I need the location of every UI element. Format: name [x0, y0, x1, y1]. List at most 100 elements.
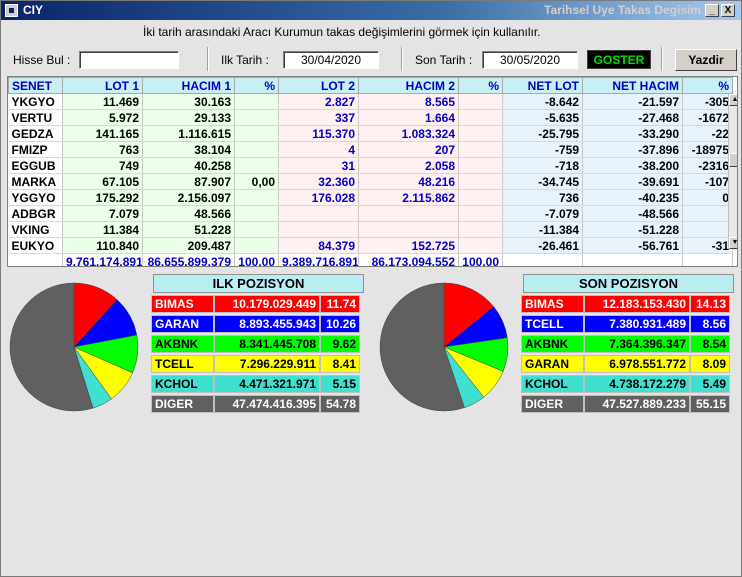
- takas-grid[interactable]: SENET LOT 1 HACIM 1% LOT 2 HACIM 2% NET LOT NE…: [7, 76, 738, 267]
- scroll-up-arrow-icon[interactable]: ▲: [729, 94, 737, 106]
- table-row[interactable]: EUKYO 110.840 209.487 84.379 152.725 -26.461-…: [8, 237, 733, 254]
- position-pct: 8.54: [690, 335, 730, 353]
- table-row[interactable]: FMIZP 763 38.104 4 207 -759 -37.896 -18975: [8, 141, 733, 158]
- table-row[interactable]: ADBGR 7.079 48.566 -7.079 -48.566: [8, 205, 733, 222]
- table-cell: VERTU: [8, 109, 63, 126]
- table-cell: 5.972: [62, 109, 143, 126]
- table-cell: -56.761: [582, 237, 683, 254]
- table-cell: [278, 221, 359, 238]
- table-cell: 1.664: [358, 109, 459, 126]
- position-value: 8.341.445.708: [214, 335, 320, 353]
- total-cell: 9.761.174.891: [62, 253, 143, 266]
- position-value: 6.978.551.772: [584, 355, 690, 373]
- toolbar-separator: [661, 47, 663, 71]
- table-cell: 0,00: [234, 173, 279, 190]
- column-header[interactable]: SENET: [8, 77, 63, 94]
- table-cell: -39.691: [582, 173, 683, 190]
- column-header[interactable]: LOT 2: [278, 77, 359, 94]
- position-row: GARAN 8.893.455.943 10.26: [151, 315, 360, 333]
- hisse-search-input[interactable]: [79, 51, 179, 69]
- table-cell: -48.566: [582, 205, 683, 222]
- position-pct: 8.56: [690, 315, 730, 333]
- table-row[interactable]: MARKA 67.105 87.907 0,00 32.360 48.216 -34.745…: [8, 173, 733, 190]
- total-cell: [8, 253, 63, 266]
- table-cell: [234, 221, 279, 238]
- table-cell: FMIZP: [8, 141, 63, 158]
- total-cell: [682, 253, 733, 266]
- position-name: TCELL: [521, 315, 584, 333]
- position-value: 7.296.229.911: [214, 355, 320, 373]
- son-tarih-input[interactable]: 30/05/2020: [482, 51, 578, 69]
- table-cell: -37.896: [582, 141, 683, 158]
- table-cell: YKGYO: [8, 93, 63, 110]
- minimize-button[interactable]: _: [705, 4, 719, 17]
- table-cell: -7.079: [502, 205, 583, 222]
- table-cell: -38.200: [582, 157, 683, 174]
- table-cell: 67.105: [62, 173, 143, 190]
- position-pct: 54.78: [320, 395, 360, 413]
- ilk-tarih-input[interactable]: 30/04/2020: [283, 51, 379, 69]
- table-cell: -107: [682, 173, 733, 190]
- ilk-pozisyon-title: ILK POZISYON: [153, 274, 364, 293]
- table-cell: -2316: [682, 157, 733, 174]
- table-cell: [234, 189, 279, 206]
- table-cell: -1672: [682, 109, 733, 126]
- table-cell: [458, 125, 503, 142]
- hint-text: İki tarih arasındaki Aracı Kurumun takas…: [143, 25, 541, 39]
- grid-vertical-scrollbar[interactable]: ▲ ▼: [728, 94, 737, 249]
- table-cell: [458, 157, 503, 174]
- table-row[interactable]: VERTU 5.972 29.133 337 1.664 -5.635 -27.468 -16…: [8, 109, 733, 126]
- table-cell: 30.163: [142, 93, 235, 110]
- close-button[interactable]: X: [721, 4, 735, 17]
- table-cell: 8.565: [358, 93, 459, 110]
- table-cell: 1.116.615: [142, 125, 235, 142]
- goster-button[interactable]: GOSTER: [587, 50, 651, 69]
- table-cell: 141.165: [62, 125, 143, 142]
- column-header[interactable]: %: [458, 77, 503, 94]
- position-pct: 10.26: [320, 315, 360, 333]
- title-bar[interactable]: CIY Tarihsel Uye Takas Degisim _ X: [1, 1, 741, 20]
- position-pct: 9.62: [320, 335, 360, 353]
- position-value: 47.527.889.233: [584, 395, 690, 413]
- table-row[interactable]: VKING 11.384 51.228 -11.384 -51.228: [8, 221, 733, 238]
- position-name: AKBNK: [151, 335, 214, 353]
- table-cell: 31: [278, 157, 359, 174]
- table-row[interactable]: GEDZA 141.165 1.116.615 115.370 1.083.324 -25…: [8, 125, 733, 142]
- table-cell: MARKA: [8, 173, 63, 190]
- table-row[interactable]: YKGYO 11.469 30.163 2.827 8.565 -8.642 -21.597…: [8, 93, 733, 110]
- total-cell: 86.173.094.552: [358, 253, 459, 266]
- position-name: BIMAS: [521, 295, 584, 313]
- total-cell: 86.655.899.379: [142, 253, 235, 266]
- yazdir-button[interactable]: Yazdir: [675, 49, 737, 71]
- position-row: BIMAS 12.183.153.430 14.13: [521, 295, 730, 313]
- table-cell: 11.384: [62, 221, 143, 238]
- scroll-thumb[interactable]: [729, 153, 737, 167]
- position-name: DIGER: [521, 395, 584, 413]
- table-cell: 763: [62, 141, 143, 158]
- table-cell: [234, 157, 279, 174]
- table-cell: 110.840: [62, 237, 143, 254]
- column-header[interactable]: %: [234, 77, 279, 94]
- table-cell: 209.487: [142, 237, 235, 254]
- table-row[interactable]: YGGYO 175.292 2.156.097 176.028 2.115.862 736…: [8, 189, 733, 206]
- table-cell: 2.115.862: [358, 189, 459, 206]
- pie-slice-diger: [379, 282, 465, 412]
- position-value: 12.183.153.430: [584, 295, 690, 313]
- column-header[interactable]: LOT 1: [62, 77, 143, 94]
- position-pct: 14.13: [690, 295, 730, 313]
- table-cell: [234, 237, 279, 254]
- table-cell: -34.745: [502, 173, 583, 190]
- column-header[interactable]: HACIM 2: [358, 77, 459, 94]
- scroll-down-arrow-icon[interactable]: ▼: [729, 237, 737, 249]
- position-row: TCELL 7.380.931.489 8.56: [521, 315, 730, 333]
- table-row[interactable]: EGGUB 749 40.258 31 2.058 -718 -38.200 -2316: [8, 157, 733, 174]
- table-cell: 84.379: [278, 237, 359, 254]
- column-header[interactable]: %: [682, 77, 733, 94]
- position-pct: 5.49: [690, 375, 730, 393]
- app-icon[interactable]: [5, 4, 18, 17]
- column-header[interactable]: NET LOT: [502, 77, 583, 94]
- column-header[interactable]: NET HACIM: [582, 77, 683, 94]
- column-header[interactable]: HACIM 1: [142, 77, 235, 94]
- position-row: GARAN 6.978.551.772 8.09: [521, 355, 730, 373]
- position-pct: 5.15: [320, 375, 360, 393]
